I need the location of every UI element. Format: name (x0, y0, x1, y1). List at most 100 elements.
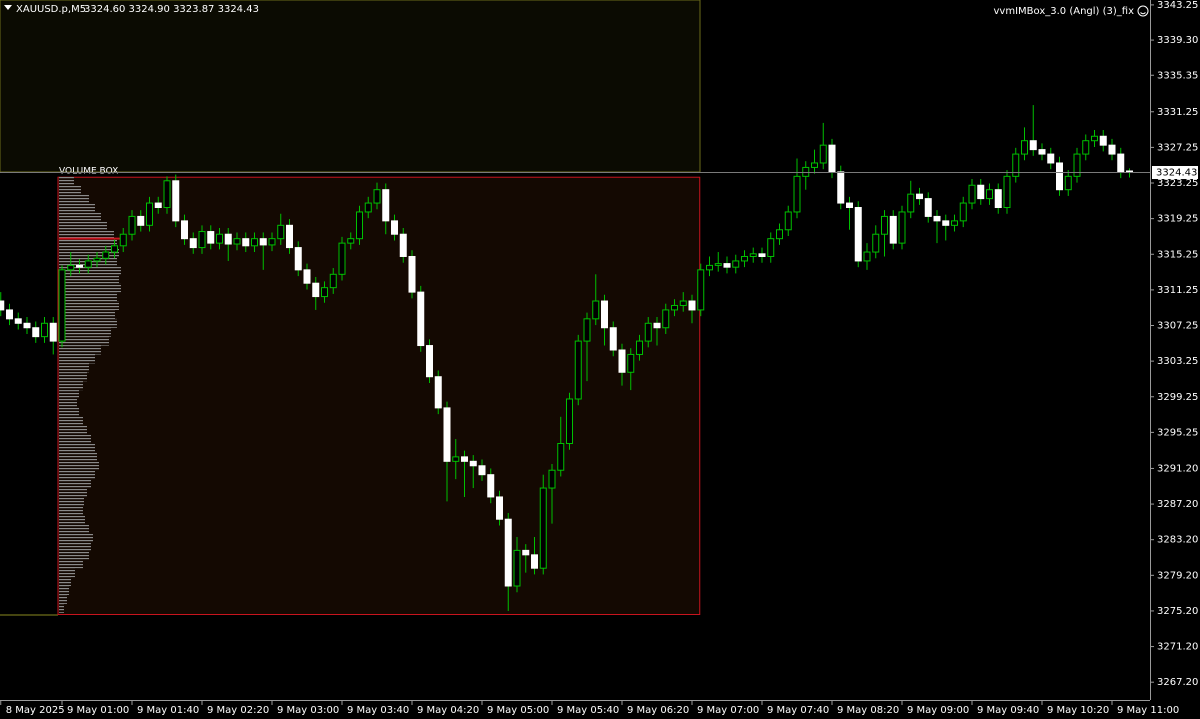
y-tick-label: 3279.20 (1157, 570, 1198, 581)
bull-body (898, 211, 906, 244)
profile-bar (59, 594, 67, 604)
profile-bar (59, 550, 89, 560)
bull-body (811, 162, 818, 168)
profile-bar (59, 470, 95, 480)
bull-body (968, 184, 976, 204)
profile-bar (59, 381, 83, 391)
menu-arrow[interactable] (4, 5, 12, 10)
y-tick-label: 3319.25 (1157, 214, 1198, 225)
profile-bar (59, 363, 89, 373)
y-tick-label: 3275.20 (1157, 606, 1198, 617)
profile-bar (59, 425, 87, 435)
y-tick-label: 3271.20 (1157, 642, 1198, 653)
bull-body (329, 273, 337, 289)
profile-bar (59, 407, 79, 417)
y-tick-label: 3299.25 (1157, 392, 1198, 403)
bull-body (706, 264, 713, 271)
bear-body (994, 189, 1002, 209)
bull-body (163, 180, 171, 209)
bear-body (312, 282, 320, 298)
bull-body (872, 233, 880, 253)
bull-body (58, 269, 66, 342)
bear-body (242, 238, 250, 247)
profile-bar (59, 318, 117, 328)
bear-body (601, 300, 608, 329)
bull-body (216, 233, 223, 244)
bull-body (251, 238, 258, 247)
bear-body (1056, 162, 1063, 191)
volume-box-label: VOLUME BOX (59, 167, 118, 177)
profile-bar (59, 354, 95, 364)
x-tick-label: 9 May 02:20 (207, 705, 269, 716)
bull-body (679, 300, 687, 306)
profile-bar (59, 220, 107, 230)
profile-bar (59, 523, 89, 533)
bull-body (732, 260, 740, 268)
bull-body (111, 245, 118, 253)
profile-bar (59, 327, 111, 337)
bull-body (671, 304, 678, 311)
bear-body (461, 456, 468, 462)
bear-body (846, 202, 853, 209)
bear-body (977, 184, 985, 200)
bull-body (548, 469, 556, 489)
profile-bar (59, 479, 91, 489)
profile-bar (59, 532, 93, 542)
bull-body (268, 238, 276, 246)
profile-bar (59, 434, 91, 444)
profile-bar (59, 212, 101, 221)
bull-body (741, 255, 748, 262)
bear-body (6, 309, 13, 320)
bull-body (793, 175, 801, 213)
bear-body (723, 263, 731, 268)
y-tick-label: 3283.20 (1157, 535, 1198, 546)
bear-body (1117, 153, 1125, 173)
bid-label-bg (1152, 166, 1198, 180)
bull-body (881, 215, 888, 235)
x-tick-label: 9 May 07:00 (697, 705, 759, 716)
bear-body (408, 255, 416, 293)
bull-body (233, 238, 241, 245)
bull-body (749, 253, 757, 257)
bear-body (1029, 140, 1037, 151)
bull-body (776, 229, 783, 240)
x-tick-label: 9 May 10:20 (1047, 705, 1109, 716)
y-tick-label: 3267.20 (1157, 677, 1198, 688)
bull-body (819, 144, 827, 164)
bear-body (1047, 153, 1055, 164)
y-tick-label: 3303.25 (1157, 356, 1198, 367)
bull-body (1073, 153, 1081, 177)
y-tick-label: 3331.25 (1157, 107, 1198, 118)
bear-body (391, 220, 398, 235)
y-tick-label: 3311.25 (1157, 285, 1198, 296)
profile-bar (59, 194, 89, 204)
profile-bar (59, 505, 83, 515)
profile-bar (59, 301, 119, 310)
x-tick-label: 9 May 06:20 (627, 705, 689, 716)
bull-body (373, 189, 381, 204)
bear-body (522, 549, 530, 556)
bull-body (557, 443, 565, 471)
bull-body (697, 269, 705, 311)
bull-body (198, 231, 206, 249)
bull-body (356, 211, 363, 240)
bear-body (207, 231, 215, 244)
profile-bar (59, 586, 69, 595)
profile-bar (59, 461, 99, 471)
smiley[interactable] (1137, 5, 1149, 17)
bull-body (574, 340, 582, 400)
profile-bar (59, 496, 84, 506)
bear-body (154, 202, 162, 209)
bull-body (1064, 175, 1072, 191)
volume-box-layer: VOLUME BOX (57, 167, 701, 616)
bear-body (828, 144, 836, 173)
symbol: XAUUSD.p,M5 (16, 4, 86, 15)
bear-body (137, 215, 145, 226)
bull-body (802, 166, 810, 177)
profile-bar (59, 309, 115, 319)
bear-body (916, 193, 923, 200)
quote: 3324.60 3324.90 3323.87 3324.43 (84, 4, 259, 15)
bear-body (1038, 149, 1046, 155)
